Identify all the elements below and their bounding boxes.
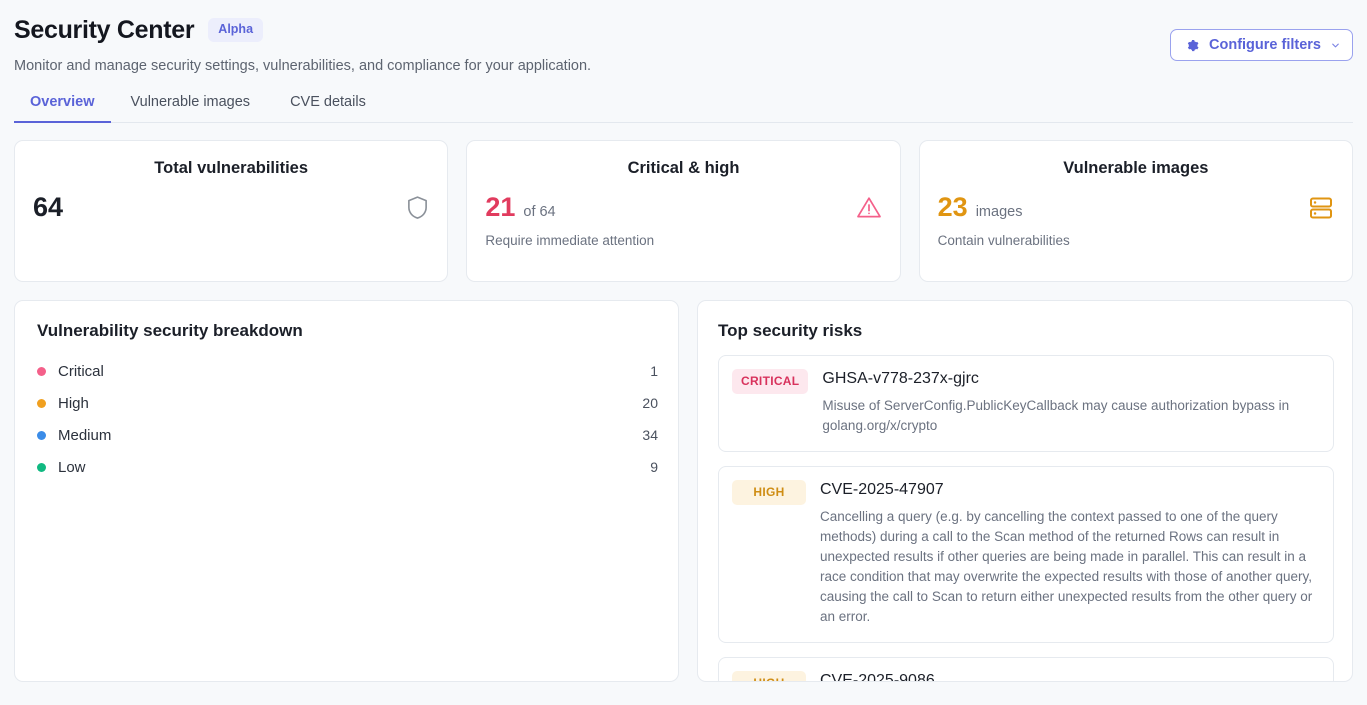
severity-dot-high (37, 398, 46, 408)
severity-count: 9 (650, 459, 658, 475)
risk-description: Misuse of ServerConfig.PublicKeyCallback… (822, 398, 1290, 434)
stat-title: Total vulnerabilities (154, 159, 309, 177)
risk-id: CVE-2025-9086 (820, 672, 935, 682)
risk-description: Cancelling a query (e.g. by cancelling t… (820, 509, 1313, 625)
breakdown-row-high: High 20 (37, 387, 658, 419)
gear-icon (1183, 37, 1200, 54)
severity-badge: HIGH (732, 671, 806, 681)
page-header: Security Center Alpha (14, 14, 1353, 46)
stat-card-total-vulnerabilities: Total vulnerabilities 64 (14, 140, 449, 282)
severity-label: Low (58, 458, 86, 476)
severity-count: 34 (642, 427, 658, 443)
severity-dot-critical (37, 366, 46, 376)
risk-item[interactable]: CRITICAL GHSA-v778-237x-gjrc Misuse of S… (718, 355, 1334, 453)
risk-list: CRITICAL GHSA-v778-237x-gjrc Misuse of S… (718, 355, 1334, 682)
tab-vulnerable-images[interactable]: Vulnerable images (111, 94, 271, 122)
top-security-risks-panel: Top security risks CRITICAL GHSA-v778-23… (697, 300, 1353, 682)
stat-value: 23 (937, 192, 968, 222)
security-center-page: Security Center Alpha Monitor and manage… (14, 14, 1353, 682)
breakdown-row-critical: Critical 1 (37, 355, 658, 387)
page-subtitle: Monitor and manage security settings, vu… (14, 58, 592, 74)
tab-overview[interactable]: Overview (14, 94, 111, 123)
breakdown-row-medium: Medium 34 (37, 419, 658, 451)
severity-label: Critical (58, 362, 104, 380)
risks-heading: Top security risks (718, 321, 863, 340)
page-title: Security Center (14, 15, 195, 44)
stat-title: Critical & high (627, 159, 740, 177)
risk-id: GHSA-v778-237x-gjrc (822, 370, 979, 387)
stat-card-critical-high: Critical & high 21 of 64 Require immedia… (466, 140, 901, 282)
server-stack-icon (1308, 195, 1334, 226)
tab-bar: Overview Vulnerable images CVE details (14, 94, 1353, 123)
stat-unit: of 64 (523, 204, 556, 220)
stat-note: Require immediate attention (485, 233, 655, 248)
severity-count: 1 (650, 363, 658, 379)
warning-triangle-icon (856, 195, 882, 225)
tab-cve-details[interactable]: CVE details (270, 94, 386, 122)
severity-badge: CRITICAL (732, 369, 809, 394)
configure-filters-button[interactable]: Configure filters (1170, 29, 1353, 61)
configure-filters-label: Configure filters (1209, 37, 1321, 53)
severity-badge: HIGH (732, 480, 806, 506)
stat-note: Contain vulnerabilities (937, 233, 1070, 248)
risk-item[interactable]: HIGH CVE-2025-47907 Cancelling a query (… (718, 466, 1334, 644)
lower-panel-row: Vulnerability security breakdown Critica… (14, 300, 1353, 682)
stat-value: 21 (485, 192, 516, 222)
stat-title: Vulnerable images (1063, 159, 1209, 177)
vulnerability-breakdown-panel: Vulnerability security breakdown Critica… (14, 300, 679, 682)
severity-label: Medium (58, 426, 112, 444)
risk-item[interactable]: HIGH CVE-2025-9086 (718, 657, 1334, 682)
stat-card-row: Total vulnerabilities 64 Critical & high (14, 140, 1353, 282)
stat-card-vulnerable-images: Vulnerable images 23 images Contain vuln… (918, 140, 1353, 282)
breakdown-row-low: Low 9 (37, 451, 658, 483)
chevron-down-icon (1330, 40, 1341, 51)
stat-unit: images (975, 204, 1023, 220)
shield-icon (406, 195, 429, 225)
risk-id: CVE-2025-47907 (820, 481, 944, 499)
stat-value: 64 (33, 192, 64, 222)
severity-count: 20 (642, 395, 658, 411)
severity-dot-low (37, 462, 46, 472)
severity-dot-medium (37, 430, 46, 440)
breakdown-heading: Vulnerability security breakdown (37, 321, 303, 340)
severity-label: High (58, 394, 89, 412)
alpha-badge: Alpha (208, 18, 264, 42)
